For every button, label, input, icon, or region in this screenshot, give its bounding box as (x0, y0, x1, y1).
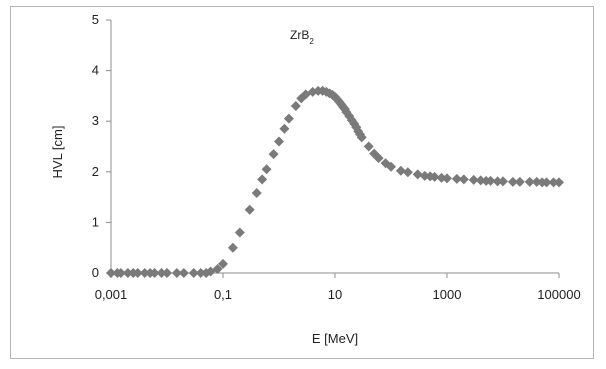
data-point (554, 177, 564, 188)
data-point (492, 176, 503, 187)
x-tick-label: 0,001 (95, 287, 128, 302)
data-point (468, 174, 479, 185)
data-point (156, 268, 167, 278)
data-point (115, 268, 126, 278)
data-point (386, 161, 396, 172)
data-points (106, 85, 564, 278)
x-tick-group: 0,001 0,1 10 1000 100000 (95, 273, 581, 302)
data-point (149, 268, 160, 278)
data-point (524, 176, 535, 187)
data-point (279, 123, 290, 134)
data-point (234, 227, 245, 238)
y-tick-label: 1 (92, 214, 99, 229)
data-point (268, 149, 279, 160)
data-point (412, 169, 423, 180)
data-point (139, 268, 150, 278)
data-point (485, 175, 496, 186)
data-point (363, 141, 374, 152)
data-point (132, 268, 143, 278)
data-point (395, 165, 406, 176)
data-point (171, 268, 182, 278)
data-point (162, 268, 172, 278)
data-point (261, 164, 272, 175)
data-point (451, 173, 462, 184)
x-tick-label: 0,1 (214, 287, 232, 302)
data-point (212, 263, 223, 274)
y-tick-label: 5 (92, 12, 99, 27)
x-axis-title: E [MeV] (312, 331, 358, 346)
data-point (244, 204, 255, 215)
x-tick-label: 1000 (433, 287, 462, 302)
compound-label: ZrB2 (290, 28, 314, 46)
y-axis-title: HVL [cm] (50, 126, 65, 179)
data-point (290, 101, 301, 112)
axes (110, 20, 559, 274)
data-point (548, 177, 559, 188)
data-point (251, 188, 262, 199)
y-tick-label: 0 (92, 265, 99, 280)
data-point (274, 136, 284, 147)
x-tick-label: 100000 (537, 287, 580, 302)
data-point (498, 176, 508, 187)
y-tick-label: 4 (92, 63, 99, 78)
data-point (122, 268, 133, 278)
data-point (257, 174, 268, 185)
data-point (218, 258, 228, 269)
data-point (429, 171, 440, 182)
data-point (195, 268, 206, 278)
data-point (458, 174, 469, 185)
data-point (541, 177, 552, 188)
data-point (178, 268, 189, 278)
y-tick-group: 0 1 2 3 4 5 (92, 12, 111, 280)
x-tick-label: 10 (328, 287, 342, 302)
data-point (227, 242, 238, 253)
data-point (188, 268, 199, 278)
data-point (507, 176, 518, 187)
y-tick-label: 3 (92, 113, 99, 128)
data-point (373, 153, 384, 164)
data-point (283, 113, 294, 124)
data-point (106, 268, 116, 278)
data-point (356, 132, 367, 143)
y-tick-label: 2 (92, 164, 99, 179)
data-point (514, 176, 525, 187)
data-point (402, 167, 413, 178)
data-point (442, 173, 452, 184)
